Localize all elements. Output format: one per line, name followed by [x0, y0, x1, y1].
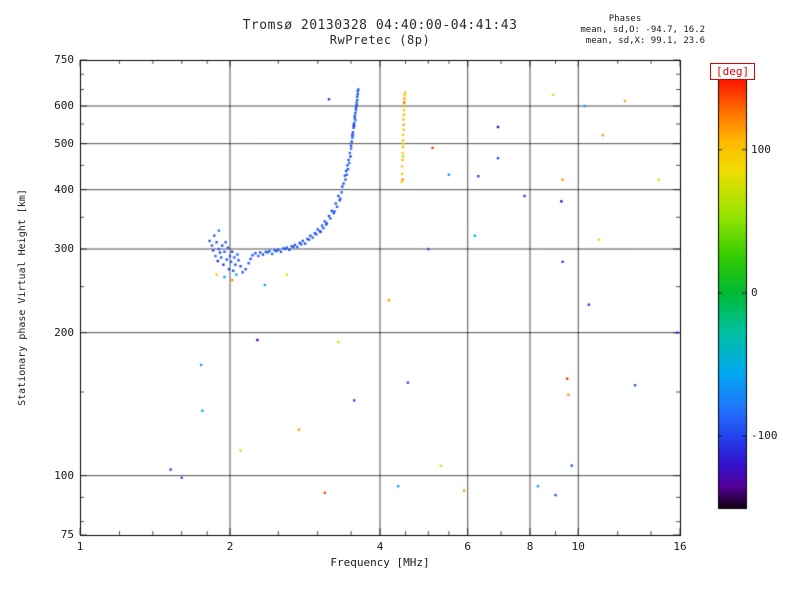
x-tick-label: 6	[464, 540, 472, 553]
phase-stats: Phases mean, sd,O: -94.7, 16.2 mean, sd,…	[545, 14, 705, 47]
y-tick-label: 75	[60, 528, 74, 541]
x-tick-label: 10	[571, 540, 585, 553]
y-tick-label: 500	[54, 136, 74, 150]
phase-stats-o-mode: mean, sd,O: -94.7, 16.2	[580, 25, 705, 35]
y-tick-label: 100	[54, 468, 74, 482]
y-tick-label: 200	[54, 325, 74, 339]
y-tick-label: 600	[54, 99, 74, 113]
x-axis-label: Frequency [MHz]	[330, 556, 430, 569]
phase-stats-title: Phases	[608, 14, 642, 24]
y-axis-label-wrap: Stationary phase Virtual Height [km]	[14, 60, 30, 535]
colorbar-label: [deg]	[710, 63, 756, 80]
y-tick-label: 750	[54, 53, 74, 66]
colorbar-tick-label: 100	[751, 142, 771, 156]
y-tick-label: 300	[54, 242, 74, 256]
x-tick-label: 1	[76, 540, 84, 553]
colorbar-tick-label: -100	[751, 429, 778, 443]
phase-stats-x-mode: mean, sd,X: 99.1, 23.6	[585, 36, 705, 46]
x-tick-label: 4	[376, 540, 384, 553]
x-tick-label: 16	[673, 540, 687, 553]
y-axis-label: Stationary phase Virtual Height [km]	[16, 189, 28, 406]
plot-title: Tromsø 20130328 04:40:00-04:41:43	[242, 18, 518, 33]
x-tick-label: 2	[226, 540, 234, 553]
plot-subtitle: RwPretec (8p)	[329, 33, 431, 47]
colorbar-tick-label: 0	[751, 286, 758, 299]
y-tick-label: 400	[54, 182, 74, 196]
x-tick-label: 8	[526, 540, 534, 553]
